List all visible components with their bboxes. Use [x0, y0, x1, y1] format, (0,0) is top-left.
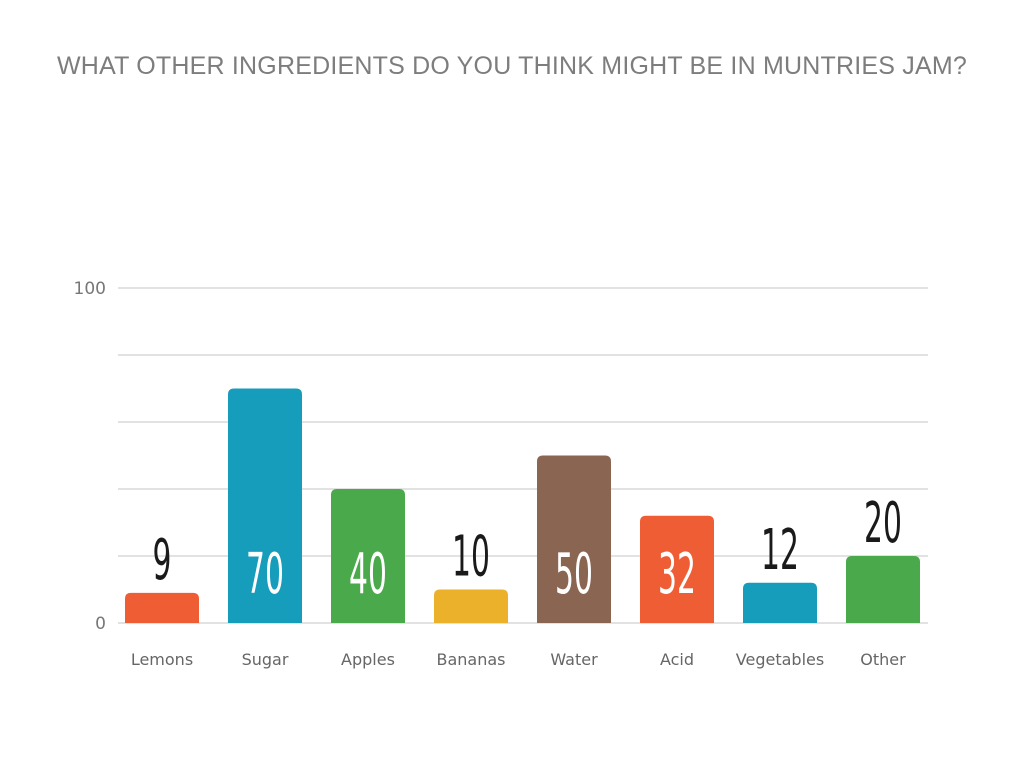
bar-lemons: [125, 592, 199, 623]
chart-title: WHAT OTHER INGREDIENTS DO YOU THINK MIGH…: [57, 52, 967, 80]
bar-water: [537, 455, 611, 623]
value-label: 9: [153, 526, 172, 592]
bar-vegetables: [743, 582, 817, 623]
category-label: Water: [550, 650, 598, 669]
value-label: 70: [246, 541, 284, 607]
category-label: Bananas: [436, 650, 505, 669]
category-label: Other: [860, 650, 906, 669]
bar-acid: [640, 515, 714, 623]
category-label: Sugar: [242, 650, 289, 669]
value-labels: 9 70 40 10 50 32 12 20: [153, 490, 902, 607]
value-label: 20: [864, 490, 902, 556]
y-tick-label: 0: [95, 614, 106, 634]
category-labels: Lemons Sugar Apples Bananas Water Acid Vegetab…: [131, 650, 906, 669]
category-label: Acid: [660, 650, 694, 669]
category-label: Apples: [341, 650, 395, 669]
value-label: 12: [761, 516, 799, 582]
value-label: 40: [349, 541, 387, 607]
category-label: Lemons: [131, 650, 193, 669]
bar-sugar: [228, 388, 302, 623]
bar-bananas: [434, 589, 508, 623]
value-label: 10: [452, 523, 490, 589]
y-tick-label: 100: [74, 279, 106, 299]
value-label: 50: [555, 541, 593, 607]
category-label: Vegetables: [736, 650, 824, 669]
bar-apples: [331, 489, 405, 623]
bar-other: [846, 556, 920, 623]
value-label: 32: [658, 541, 696, 607]
bars: [125, 388, 920, 623]
y-axis-ticks: 0 100: [74, 279, 106, 634]
